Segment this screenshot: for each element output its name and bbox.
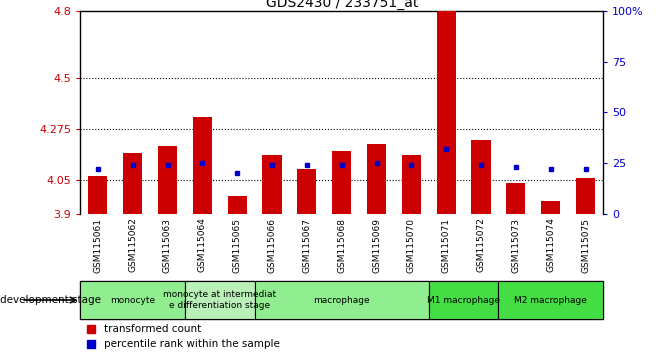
Text: GSM115071: GSM115071: [442, 217, 451, 273]
Text: macrophage: macrophage: [314, 296, 370, 304]
Text: M2 macrophage: M2 macrophage: [515, 296, 587, 304]
Text: percentile rank within the sample: percentile rank within the sample: [104, 339, 280, 349]
Text: GSM115065: GSM115065: [232, 217, 242, 273]
Bar: [541, 201, 560, 214]
Bar: [498, 281, 603, 319]
Bar: [367, 144, 386, 214]
Bar: [255, 281, 429, 319]
Bar: [429, 281, 498, 319]
Bar: [437, 11, 456, 214]
Text: GSM115061: GSM115061: [93, 217, 103, 273]
Bar: [158, 146, 177, 214]
Bar: [263, 155, 281, 214]
Text: GSM115062: GSM115062: [128, 217, 137, 273]
Text: GSM115069: GSM115069: [372, 217, 381, 273]
Text: GSM115070: GSM115070: [407, 217, 416, 273]
Text: GSM115075: GSM115075: [581, 217, 590, 273]
Text: transformed count: transformed count: [104, 324, 201, 334]
Bar: [185, 281, 255, 319]
Text: GSM115067: GSM115067: [302, 217, 312, 273]
Text: GSM115063: GSM115063: [163, 217, 172, 273]
Text: M1 macrophage: M1 macrophage: [427, 296, 500, 304]
Bar: [297, 169, 316, 214]
Text: development stage: development stage: [0, 295, 101, 305]
Text: GSM115074: GSM115074: [546, 217, 555, 273]
Text: monocyte at intermediat
e differentiation stage: monocyte at intermediat e differentiatio…: [163, 290, 276, 310]
Bar: [88, 176, 107, 214]
Bar: [402, 155, 421, 214]
Text: GSM115072: GSM115072: [476, 217, 486, 273]
Bar: [332, 151, 351, 214]
Bar: [228, 196, 247, 214]
Bar: [576, 178, 595, 214]
Bar: [123, 153, 142, 214]
Bar: [80, 281, 185, 319]
Text: monocyte: monocyte: [110, 296, 155, 304]
Bar: [507, 183, 525, 214]
Title: GDS2430 / 233751_at: GDS2430 / 233751_at: [265, 0, 418, 10]
Text: GSM115068: GSM115068: [337, 217, 346, 273]
Text: GSM115066: GSM115066: [267, 217, 277, 273]
Text: GSM115064: GSM115064: [198, 217, 207, 273]
Bar: [193, 117, 212, 214]
Bar: [472, 139, 490, 214]
Text: GSM115073: GSM115073: [511, 217, 521, 273]
